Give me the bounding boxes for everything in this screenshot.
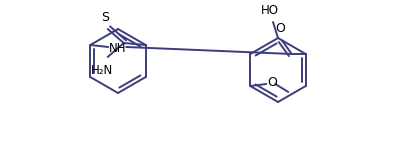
- Text: NH: NH: [109, 42, 127, 55]
- Text: O: O: [275, 22, 285, 35]
- Text: H₂N: H₂N: [91, 64, 113, 77]
- Text: HO: HO: [261, 4, 279, 17]
- Text: S: S: [101, 11, 109, 24]
- Text: O: O: [267, 76, 277, 89]
